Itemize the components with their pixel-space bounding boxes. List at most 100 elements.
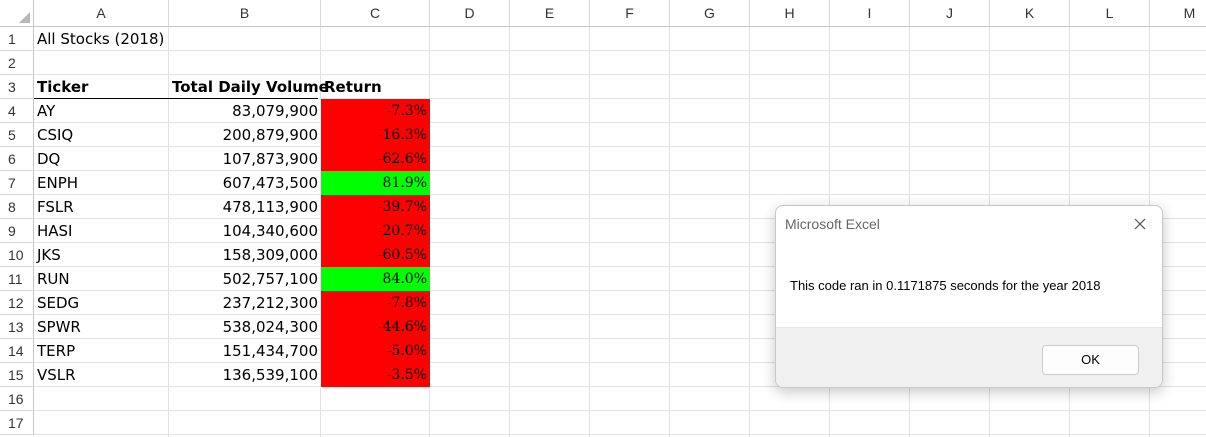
row-header-8[interactable]: 8 xyxy=(0,195,34,219)
gridline-horizontal xyxy=(34,218,1206,219)
header-bottom-border xyxy=(34,98,318,99)
column-header-j[interactable]: J xyxy=(910,0,990,27)
ticker-cell[interactable]: JKS xyxy=(37,246,61,264)
row-header-3[interactable]: 3 xyxy=(0,75,34,99)
gridline-horizontal xyxy=(34,242,1206,243)
select-all-triangle-icon xyxy=(19,12,30,23)
row-header-12[interactable]: 12 xyxy=(0,291,34,315)
row-header-11[interactable]: 11 xyxy=(0,267,34,291)
select-all-corner[interactable] xyxy=(0,0,34,27)
return-cell-negative[interactable]: -62.6% xyxy=(321,147,430,171)
ticker-cell[interactable]: VSLR xyxy=(37,366,76,384)
gridline-horizontal xyxy=(34,50,1206,51)
row-header-6[interactable]: 6 xyxy=(0,147,34,171)
column-header-f[interactable]: F xyxy=(590,0,670,27)
close-icon[interactable] xyxy=(1130,214,1150,234)
gridline-vertical xyxy=(320,27,321,437)
gridline-horizontal xyxy=(34,314,1206,315)
gridline-horizontal xyxy=(34,434,1206,435)
gridline-horizontal xyxy=(34,362,1206,363)
column-header-i[interactable]: I xyxy=(830,0,910,27)
volume-cell[interactable]: 237,212,300 xyxy=(222,294,318,312)
gridline-horizontal xyxy=(34,122,1206,123)
row-header-16[interactable]: 16 xyxy=(0,387,34,411)
volume-cell[interactable]: 158,309,000 xyxy=(222,246,318,264)
ticker-cell[interactable]: FSLR xyxy=(37,198,74,216)
gridline-horizontal xyxy=(34,170,1206,171)
ticker-cell[interactable]: AY xyxy=(37,102,56,120)
column-header-b[interactable]: B xyxy=(169,0,321,27)
row-header-15[interactable]: 15 xyxy=(0,363,34,387)
column-header-m[interactable]: M xyxy=(1150,0,1206,27)
ticker-cell[interactable]: SPWR xyxy=(37,318,81,336)
row-header-14[interactable]: 14 xyxy=(0,339,34,363)
message-dialog: Microsoft Excel This code ran in 0.11718… xyxy=(775,205,1163,388)
column-header-g[interactable]: G xyxy=(670,0,750,27)
column-header-l[interactable]: L xyxy=(1070,0,1150,27)
ticker-cell[interactable]: TERP xyxy=(37,342,76,360)
volume-cell[interactable]: 136,539,100 xyxy=(222,366,318,384)
gridline-horizontal xyxy=(34,338,1206,339)
row-header-9[interactable]: 9 xyxy=(0,219,34,243)
return-cell-negative[interactable]: -5.0% xyxy=(321,339,430,363)
return-cell-negative[interactable]: -60.5% xyxy=(321,243,430,267)
row-header-1[interactable]: 1 xyxy=(0,27,34,51)
return-cell-negative[interactable]: -39.7% xyxy=(321,195,430,219)
volume-cell[interactable]: 200,879,900 xyxy=(222,126,318,144)
return-cell-negative[interactable]: -7.8% xyxy=(321,291,430,315)
volume-cell[interactable]: 83,079,900 xyxy=(232,102,318,120)
volume-cell[interactable]: 538,024,300 xyxy=(222,318,318,336)
column-header-e[interactable]: E xyxy=(510,0,590,27)
header-ticker[interactable]: Ticker xyxy=(37,78,89,96)
header-return[interactable]: Return xyxy=(324,78,382,96)
return-cell-negative[interactable]: -7.3% xyxy=(321,99,430,123)
row-header-2[interactable]: 2 xyxy=(0,51,34,75)
gridline-vertical xyxy=(509,27,510,437)
return-cell-negative[interactable]: -44.6% xyxy=(321,315,430,339)
dialog-message: This code ran in 0.1171875 seconds for t… xyxy=(790,278,1101,293)
volume-cell[interactable]: 607,473,500 xyxy=(222,174,318,192)
gridline-horizontal xyxy=(34,410,1206,411)
header-total-daily-volume[interactable]: Total Daily Volume xyxy=(172,78,329,96)
gridline-horizontal xyxy=(34,266,1206,267)
column-header-c[interactable]: C xyxy=(321,0,430,27)
column-header-d[interactable]: D xyxy=(430,0,510,27)
volume-cell[interactable]: 107,873,900 xyxy=(222,150,318,168)
column-header-a[interactable]: A xyxy=(34,0,169,27)
gridline-horizontal xyxy=(34,146,1206,147)
row-header-7[interactable]: 7 xyxy=(0,171,34,195)
gridline-vertical xyxy=(589,27,590,437)
return-cell-negative[interactable]: -3.5% xyxy=(321,363,430,387)
volume-cell[interactable]: 104,340,600 xyxy=(222,222,318,240)
return-cell-positive[interactable]: 81.9% xyxy=(321,171,430,195)
gridline-vertical xyxy=(168,27,169,437)
gridline-horizontal xyxy=(34,194,1206,195)
cell-a1-title[interactable]: All Stocks (2018) xyxy=(37,30,165,48)
ticker-cell[interactable]: ENPH xyxy=(37,174,79,192)
ok-button[interactable]: OK xyxy=(1042,345,1139,375)
volume-cell[interactable]: 151,434,700 xyxy=(222,342,318,360)
return-cell-negative[interactable]: -20.7% xyxy=(321,219,430,243)
return-cell-positive[interactable]: 84.0% xyxy=(321,267,430,291)
ticker-cell[interactable]: DQ xyxy=(37,150,61,168)
column-header-k[interactable]: K xyxy=(990,0,1070,27)
gridline-horizontal xyxy=(34,74,1206,75)
dialog-title: Microsoft Excel xyxy=(785,216,880,232)
gridline-horizontal xyxy=(34,386,1206,387)
ticker-cell[interactable]: CSIQ xyxy=(37,126,74,144)
gridline-vertical xyxy=(749,27,750,437)
row-header-17[interactable]: 17 xyxy=(0,411,34,435)
ticker-cell[interactable]: RUN xyxy=(37,270,70,288)
return-cell-negative[interactable]: -16.3% xyxy=(321,123,430,147)
gridline-vertical xyxy=(669,27,670,437)
row-header-5[interactable]: 5 xyxy=(0,123,34,147)
ticker-cell[interactable]: SEDG xyxy=(37,294,80,312)
ticker-cell[interactable]: HASI xyxy=(37,222,73,240)
row-header-4[interactable]: 4 xyxy=(0,99,34,123)
volume-cell[interactable]: 478,113,900 xyxy=(222,198,318,216)
volume-cell[interactable]: 502,757,100 xyxy=(222,270,318,288)
row-header-10[interactable]: 10 xyxy=(0,243,34,267)
dialog-footer: OK xyxy=(776,327,1162,387)
row-header-13[interactable]: 13 xyxy=(0,315,34,339)
column-header-h[interactable]: H xyxy=(750,0,830,27)
